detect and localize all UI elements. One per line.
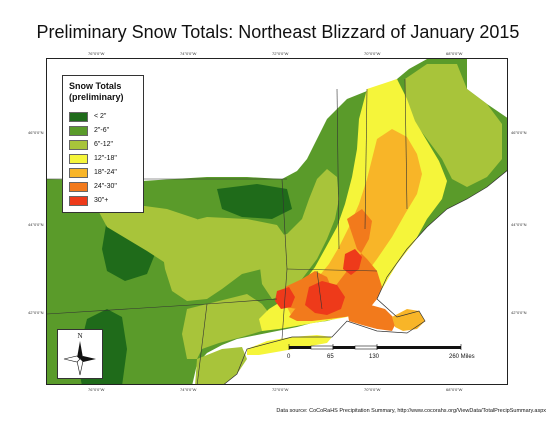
land-region-24-30 xyxy=(347,304,397,331)
legend-swatch xyxy=(69,112,88,122)
legend-item: 12"-18" xyxy=(69,154,141,165)
boundary-line xyxy=(286,268,378,272)
land-region-30plus xyxy=(343,249,362,275)
north-arrow: N xyxy=(57,329,103,379)
legend-label: 12"-18" xyxy=(94,155,117,162)
land-region-lt2 xyxy=(217,184,292,219)
legend-item: 2"-6" xyxy=(69,126,141,137)
legend-subtitle: (preliminary) xyxy=(69,92,124,102)
graticule-label-bottom: 76°0'0"W xyxy=(88,387,105,392)
legend-label: 18"-24" xyxy=(94,169,117,176)
graticule-label-right: 42°0'0"N xyxy=(511,310,527,315)
graticule-label-bottom: 72°0'0"W xyxy=(272,387,289,392)
land-region-6-12 xyxy=(259,169,339,299)
land-region-30plus xyxy=(305,281,345,315)
legend-swatch xyxy=(69,196,88,206)
legend-item: 24"-30" xyxy=(69,182,141,193)
legend-item: 6"-12" xyxy=(69,140,141,151)
boundary-line xyxy=(316,270,323,310)
legend-item: 18"-24" xyxy=(69,168,141,179)
graticule-label-right: 46°0'0"N xyxy=(511,130,527,135)
graticule-label-bottom: 74°0'0"W xyxy=(180,387,197,392)
legend-swatch xyxy=(69,154,88,164)
land-region-6-12 xyxy=(92,199,207,264)
legend-label: 30"+ xyxy=(94,197,109,204)
scale-bar-graphic xyxy=(288,344,462,350)
legend-swatch xyxy=(69,126,88,136)
boundary-line xyxy=(336,88,340,250)
legend-item: 30"+ xyxy=(69,196,141,207)
boundary-line xyxy=(281,268,288,340)
land-region-6-12 xyxy=(195,347,247,384)
boundary-line xyxy=(404,78,408,210)
graticule-label-top: 70°0'0"W xyxy=(364,51,381,56)
graticule-label-top: 72°0'0"W xyxy=(272,51,289,56)
legend-swatch xyxy=(69,140,88,150)
scale-tick-label: 65 xyxy=(327,354,334,360)
state-boundaries xyxy=(47,78,408,384)
graticule-label-top: 76°0'0"W xyxy=(88,51,105,56)
graticule-label-bottom: 70°0'0"W xyxy=(364,387,381,392)
scale-tick-label: 130 xyxy=(369,354,380,360)
graticule-label-right: 44°0'0"N xyxy=(511,222,527,227)
legend-label: < 2" xyxy=(94,113,107,120)
scale-tick-label: 0 xyxy=(287,354,291,360)
map-title: Preliminary Snow Totals: Northeast Blizz… xyxy=(36,22,520,42)
scale-tick-label: 260 Miles xyxy=(449,354,475,360)
graticule-label-left: 44°0'0"N xyxy=(28,222,44,227)
north-label: N xyxy=(77,332,83,340)
graticule-label-left: 42°0'0"N xyxy=(28,310,44,315)
graticule-label-left: 46°0'0"N xyxy=(28,130,44,135)
boundary-line xyxy=(281,178,288,270)
legend-label: 6"-12" xyxy=(94,141,113,148)
boundary-line xyxy=(47,303,208,315)
compass-rose-icon xyxy=(63,341,96,376)
land-region-24-30 xyxy=(289,209,382,321)
boundary-line xyxy=(196,303,208,384)
legend-swatch xyxy=(69,182,88,192)
land-region-12-18 xyxy=(247,335,332,355)
legend-title: Snow Totals xyxy=(69,81,122,91)
legend-item: < 2" xyxy=(69,112,141,123)
legend-label: 24"-30" xyxy=(94,183,117,190)
boundary-line xyxy=(364,88,368,230)
boundary-line xyxy=(206,298,278,305)
coastline xyxy=(223,170,507,384)
legend-label: 2"-6" xyxy=(94,127,110,134)
scale-bar: 0 65 130 260 Miles xyxy=(285,344,500,376)
data-source-note: Data source: CoCoRaHS Precipitation Summ… xyxy=(276,408,546,414)
graticule-label-bottom: 68°0'0"W xyxy=(446,387,463,392)
legend-swatch xyxy=(69,168,88,178)
land-region-18-24 xyxy=(392,309,425,331)
land-region-6-12 xyxy=(182,294,272,359)
graticule-label-top: 74°0'0"W xyxy=(180,51,197,56)
land-region-6-12 xyxy=(405,64,502,187)
map-legend: Snow Totals (preliminary) < 2" 2"-6" 6"-… xyxy=(62,75,144,213)
graticule-label-top: 68°0'0"W xyxy=(446,51,463,56)
